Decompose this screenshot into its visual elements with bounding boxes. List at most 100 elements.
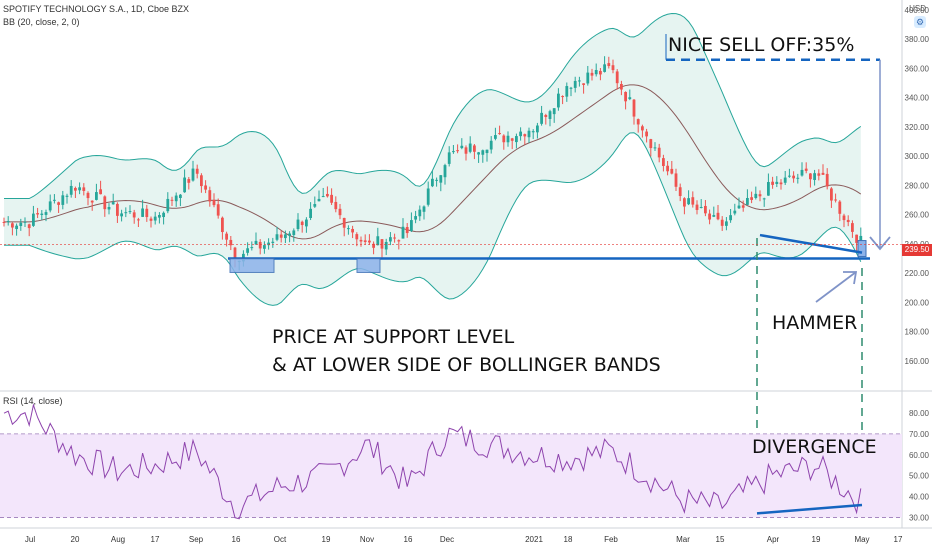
candle [204,180,207,194]
candle-body [586,72,590,84]
candle [380,239,384,258]
candle-body [195,168,199,174]
candle-body [767,182,770,196]
candle-body [405,227,409,234]
candle-body [830,188,833,201]
time-tick-label: 19 [812,535,821,544]
candle [422,205,426,220]
candle [313,196,317,208]
candle [401,218,405,239]
time-tick-label: 18 [564,535,573,544]
candle [481,149,485,163]
last-price-badge: 239.50 [902,244,932,256]
candle-body [27,224,31,229]
candle [124,207,128,218]
candle [464,145,468,161]
candle-body [582,83,585,85]
candle [57,201,60,213]
candle [590,68,594,81]
candle [443,163,447,185]
candle-body [124,212,128,214]
candle [397,239,401,250]
support-touch-box [356,257,381,273]
candle-body [662,158,665,166]
candle [141,199,144,218]
candle-body [6,221,10,223]
candle-body [389,237,392,242]
candle [456,144,459,154]
candle-body [69,185,73,195]
candle-body [32,213,35,226]
candle [246,242,249,256]
candle-body [158,214,161,218]
candle [683,197,686,215]
candle-body [737,205,741,209]
candle-body [481,150,485,155]
candle [208,186,212,207]
candles [2,56,863,271]
candle-body [494,135,497,139]
candle [741,200,745,212]
candle-body [397,240,401,242]
candle [6,216,10,226]
candle-body [561,96,564,98]
candle [489,136,493,154]
candle-body [19,222,23,226]
candle [636,118,640,133]
candle-body [95,192,98,200]
candle [103,195,107,217]
candle [300,220,304,233]
candle-body [687,198,690,205]
candle [32,205,35,227]
price-tick-label: 260.00 [905,211,930,220]
bb-upper [4,12,862,200]
price-tick-label: 200.00 [905,298,930,307]
time-tick-label: 20 [71,535,80,544]
candle [834,193,837,203]
time-tick-label: 16 [232,535,241,544]
scale-settings-icon[interactable]: ⚙ [914,16,926,28]
candle [527,127,531,143]
candle-body [611,65,615,71]
candle [65,193,69,204]
rsi-tick-label: 60.00 [909,451,930,460]
candle-body [523,134,527,137]
candle [288,231,291,243]
candle-body [699,207,703,209]
candle-body [515,136,518,143]
candle-body [578,80,581,82]
candle-body [305,219,308,227]
candle-body [40,213,44,215]
candle-body [2,221,6,223]
candle [506,131,510,147]
candle-body [531,131,535,133]
candle [754,186,758,200]
candle [846,215,850,227]
candle [552,108,556,123]
candle-body [452,151,455,153]
candle [838,200,842,222]
candle [716,205,720,221]
bollinger-bands [4,12,862,306]
candle [624,91,627,110]
candle [359,236,363,247]
candle-body [410,220,413,231]
candle-body [821,172,825,175]
candle-body [292,230,296,236]
candle-body [153,216,157,221]
candle [414,210,417,224]
candle [708,209,711,225]
candle-body [342,217,346,228]
candle [195,164,199,179]
candle [510,137,514,150]
candle [632,98,636,125]
candle-body [691,197,695,205]
candle-body [11,223,14,228]
candle-body [300,221,304,226]
candle-body [678,187,682,197]
candle [641,124,644,138]
rsi-divergence-line [756,503,863,515]
candle [687,190,690,206]
candle [368,234,371,245]
